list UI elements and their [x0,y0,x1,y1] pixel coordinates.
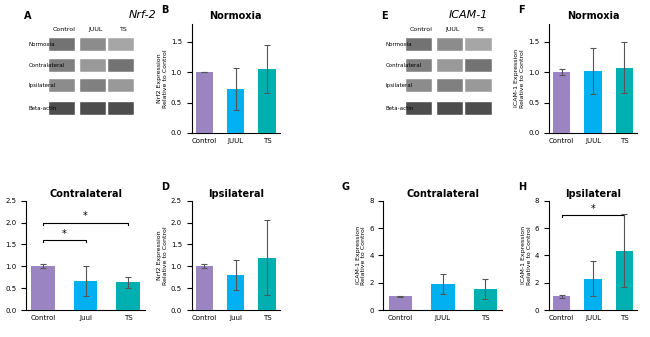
Bar [259,69,276,133]
Bar [227,89,244,133]
Title: Normoxia: Normoxia [209,11,262,22]
Text: B: B [161,5,168,15]
FancyBboxPatch shape [79,102,106,116]
Y-axis label: Nrf2 Expression
Relative to Control: Nrf2 Expression Relative to Control [0,226,2,285]
Text: Normoxia: Normoxia [29,42,55,47]
Text: *: * [591,204,595,214]
FancyBboxPatch shape [437,102,463,116]
Text: JUUL: JUUL [88,27,102,32]
Bar [553,296,570,310]
Text: JUUL: JUUL [445,27,460,32]
Y-axis label: ICAM-1 Expression
Relative to Control: ICAM-1 Expression Relative to Control [356,226,367,285]
FancyBboxPatch shape [49,59,75,72]
Bar [196,72,213,133]
FancyBboxPatch shape [49,38,75,51]
Bar [196,266,213,310]
Title: Contralateral: Contralateral [406,188,479,198]
Title: Ipsilateral: Ipsilateral [565,188,621,198]
FancyBboxPatch shape [406,102,432,116]
Bar [31,266,55,310]
Text: Ipsilateral: Ipsilateral [385,84,413,88]
Text: F: F [518,5,525,15]
FancyBboxPatch shape [108,79,135,92]
Bar [389,296,412,310]
Y-axis label: ICAM-1 Expression
Relative to Control: ICAM-1 Expression Relative to Control [521,226,532,285]
FancyBboxPatch shape [437,59,463,72]
Bar [584,71,602,133]
Bar [553,72,570,133]
FancyBboxPatch shape [465,38,491,51]
Y-axis label: Nrf2 Expression
Relative to Control: Nrf2 Expression Relative to Control [157,49,168,108]
FancyBboxPatch shape [108,102,135,116]
Text: *: * [83,212,88,221]
Text: *: * [62,229,67,239]
FancyBboxPatch shape [79,79,106,92]
FancyBboxPatch shape [406,59,432,72]
Text: Control: Control [410,27,433,32]
Text: Beta-actin: Beta-actin [29,106,57,111]
FancyBboxPatch shape [465,102,491,116]
FancyBboxPatch shape [108,38,135,51]
FancyBboxPatch shape [465,59,491,72]
Bar [431,284,454,310]
Bar [474,289,497,310]
Bar [116,282,140,310]
Text: Nrf-2: Nrf-2 [129,10,157,20]
FancyBboxPatch shape [108,59,135,72]
Text: D: D [161,182,169,192]
Text: Ipsilateral: Ipsilateral [29,84,56,88]
FancyBboxPatch shape [437,38,463,51]
FancyBboxPatch shape [49,79,75,92]
Text: G: G [342,182,350,192]
Text: TS: TS [120,27,127,32]
Title: Contralateral: Contralateral [49,188,122,198]
Bar [227,275,244,310]
Bar [74,281,97,310]
Text: Control: Control [53,27,75,32]
Text: E: E [381,11,387,22]
FancyBboxPatch shape [79,59,106,72]
Text: A: A [23,11,31,22]
FancyBboxPatch shape [406,79,432,92]
Title: Normoxia: Normoxia [567,11,619,22]
Title: Ipsilateral: Ipsilateral [207,188,264,198]
FancyBboxPatch shape [49,102,75,116]
Text: TS: TS [477,27,485,32]
Y-axis label: ICAM-1 Expression
Relative to Control: ICAM-1 Expression Relative to Control [515,49,525,108]
Bar [616,68,633,133]
Bar [259,257,276,310]
Bar [584,279,602,310]
Text: ICAM-1: ICAM-1 [448,10,488,20]
Text: Beta-actin: Beta-actin [385,106,414,111]
Y-axis label: Nrf2 Expression
Relative to Control: Nrf2 Expression Relative to Control [157,226,168,285]
FancyBboxPatch shape [79,38,106,51]
Text: H: H [518,182,527,192]
FancyBboxPatch shape [465,79,491,92]
Text: Normoxia: Normoxia [385,42,412,47]
FancyBboxPatch shape [406,38,432,51]
Text: Contralateral: Contralateral [29,63,64,68]
Text: Contralateral: Contralateral [385,63,422,68]
FancyBboxPatch shape [437,79,463,92]
Bar [616,251,633,310]
